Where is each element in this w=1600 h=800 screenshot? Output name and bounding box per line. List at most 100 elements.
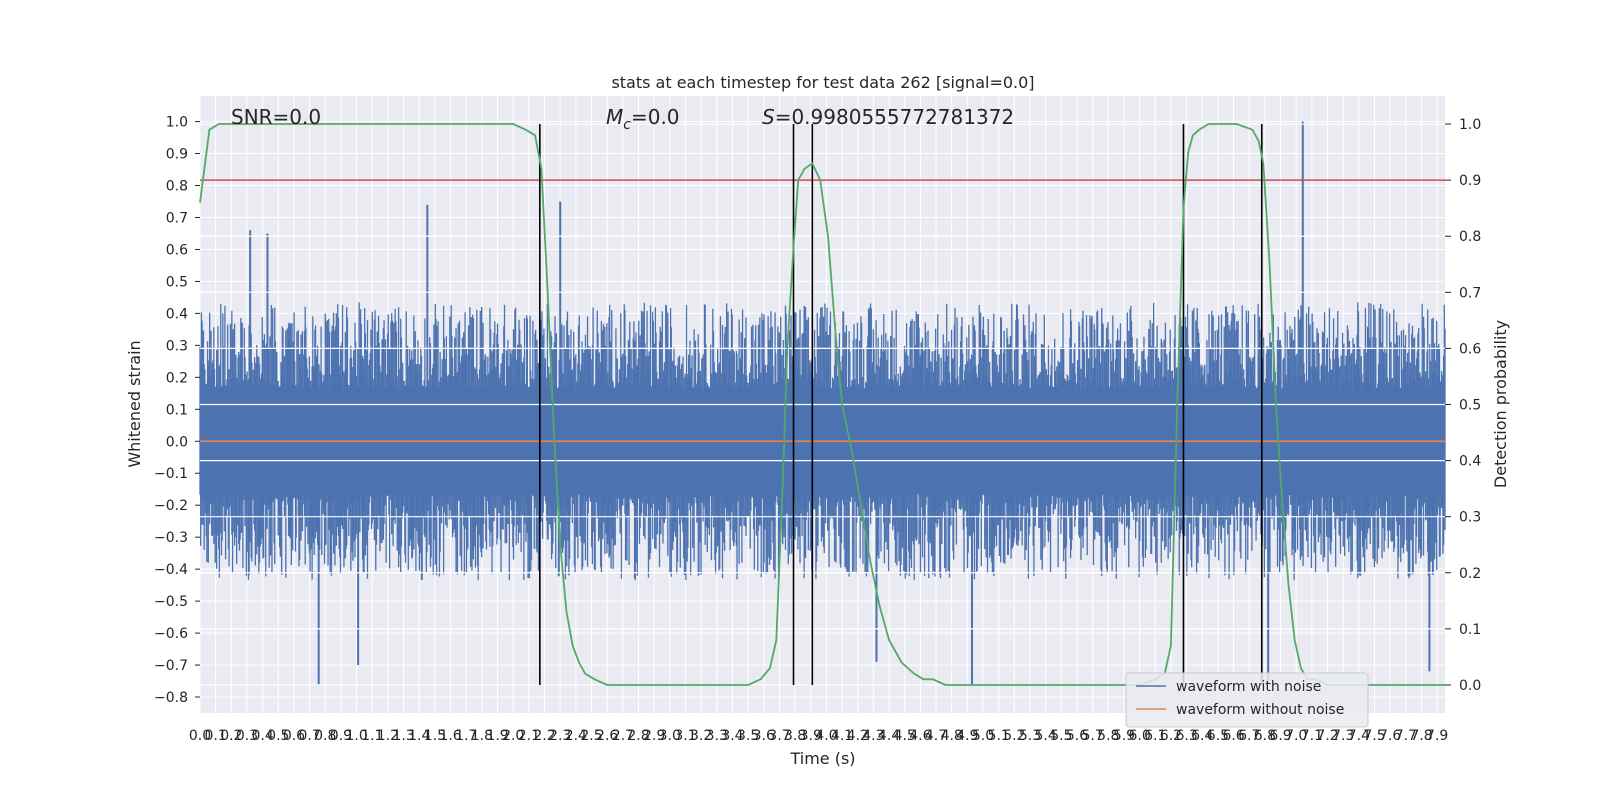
x-tick-label: 0.9 (330, 728, 352, 744)
left-tick-label: −0.8 (154, 690, 188, 706)
snr-annotation: SNR=0.0 (231, 105, 321, 129)
chirp-mass-annotation: Mc=0.0 (606, 105, 680, 133)
x-tick-label: 2.2 (533, 728, 555, 744)
x-tick-label: 7.1 (1301, 728, 1323, 744)
left-tick-label: 0.3 (166, 338, 188, 354)
right-axis-ticks: 0.0 0.1 0.2 0.3 0.4 0.5 0.6 0.7 0.8 0.9 1.0 (1445, 117, 1481, 694)
x-tick-label: 6.3 (1175, 728, 1197, 744)
x-tick-label: 5.9 (1113, 728, 1135, 744)
s-annotation: S=0.9980555772781372 (762, 105, 1014, 129)
x-tick-label: 3.1 (674, 728, 696, 744)
right-tick-label: 0.5 (1459, 398, 1481, 414)
probability-layer (199, 123, 1445, 686)
chirp-mass-value: =0.0 (631, 105, 680, 129)
left-tick-label: 0.9 (166, 147, 188, 163)
left-tick-label: 0.1 (166, 402, 188, 418)
x-tick-label: 1.5 (424, 728, 446, 744)
right-tick-label: 0.4 (1459, 454, 1481, 470)
left-axis-ticks: −0.8 −0.7 −0.6 −0.5 −0.4 −0.3 −0.2 −0.1 0.0 0.1 0.… (154, 115, 200, 706)
x-tick-label: 3.2 (690, 728, 712, 744)
x-tick-label: 5.3 (1019, 728, 1041, 744)
s-symbol: S (762, 105, 775, 129)
x-tick-label: 1.9 (486, 728, 508, 744)
left-tick-label: −0.4 (154, 562, 188, 578)
x-tick-label: 0.8 (314, 728, 336, 744)
x-tick-label: 4.3 (862, 728, 884, 744)
x-tick-label: 7.5 (1363, 728, 1385, 744)
x-tick-label: 0.0 (189, 728, 211, 744)
x-tick-label: 1.7 (455, 728, 477, 744)
x-tick-label: 4.9 (956, 728, 978, 744)
x-tick-label: 7.2 (1316, 728, 1338, 744)
x-tick-label: 4.2 (847, 728, 869, 744)
x-tick-label: 0.4 (252, 728, 274, 744)
series-detection-probability (199, 123, 1445, 686)
x-tick-label: 1.4 (408, 728, 430, 744)
x-tick-label: 4.4 (878, 728, 900, 744)
x-tick-label: 6.4 (1191, 728, 1213, 744)
right-tick-label: 0.1 (1459, 622, 1481, 638)
left-tick-label: −0.1 (154, 466, 188, 482)
left-axis-label: Whitened strain (125, 340, 144, 467)
x-tick-label: 2.8 (627, 728, 649, 744)
x-tick-label: 2.5 (580, 728, 602, 744)
legend-label-noise: waveform with noise (1176, 679, 1321, 695)
x-tick-label: 6.7 (1238, 728, 1260, 744)
x-tick-label: 7.3 (1332, 728, 1354, 744)
left-tick-label: 0.7 (166, 210, 188, 226)
right-tick-label: 0.8 (1459, 229, 1481, 245)
x-tick-label: 7.0 (1285, 728, 1307, 744)
x-tick-label: 3.0 (659, 728, 681, 744)
left-tick-label: 0.5 (166, 274, 188, 290)
legend-box (1125, 672, 1369, 728)
left-tick-label: −0.7 (154, 658, 188, 674)
x-tick-label: 5.2 (1003, 728, 1025, 744)
right-tick-label: 0.3 (1459, 510, 1481, 526)
x-tick-label: 3.7 (768, 728, 790, 744)
x-tick-label: 6.9 (1269, 728, 1291, 744)
x-tick-label: 7.9 (1426, 728, 1448, 744)
x-tick-label: 3.6 (753, 728, 775, 744)
vertical-markers (539, 124, 1263, 685)
left-tick-label: −0.6 (154, 626, 188, 642)
x-tick-label: 2.9 (643, 728, 665, 744)
left-tick-label: 0.6 (166, 242, 188, 258)
right-tick-label: 0.6 (1459, 341, 1481, 357)
s-value: =0.9980555772781372 (775, 105, 1014, 129)
x-axis-ticks: 0.00.10.20.30.40.50.60.70.80.91.01.11.21… (189, 728, 1448, 744)
chirp-mass-subscript: c (623, 117, 631, 133)
x-tick-label: 6.1 (1144, 728, 1166, 744)
x-tick-label: 4.8 (941, 728, 963, 744)
left-tick-label: 0.8 (166, 179, 188, 195)
x-tick-label: 5.1 (988, 728, 1010, 744)
x-tick-label: 0.3 (236, 728, 258, 744)
x-tick-label: 6.8 (1254, 728, 1276, 744)
x-tick-label: 0.7 (298, 728, 320, 744)
x-axis-label: Time (s) (789, 749, 855, 768)
x-tick-label: 1.8 (471, 728, 493, 744)
x-tick-label: 1.6 (439, 728, 461, 744)
left-tick-label: 0.2 (166, 370, 188, 386)
left-tick-label: 0.0 (166, 434, 188, 450)
right-tick-label: 0.7 (1459, 285, 1481, 301)
x-tick-label: 1.3 (392, 728, 414, 744)
left-tick-label: −0.3 (154, 530, 188, 546)
x-tick-label: 0.6 (283, 728, 305, 744)
x-tick-label: 1.0 (345, 728, 367, 744)
x-tick-label: 7.7 (1395, 728, 1417, 744)
x-tick-label: 3.9 (800, 728, 822, 744)
lines-layer (200, 179, 1445, 443)
x-tick-label: 4.1 (831, 728, 853, 744)
x-tick-label: 4.5 (894, 728, 916, 744)
x-tick-label: 0.2 (220, 728, 242, 744)
x-tick-label: 5.6 (1066, 728, 1088, 744)
x-tick-label: 5.5 (1050, 728, 1072, 744)
x-tick-label: 3.3 (706, 728, 728, 744)
x-tick-label: 2.1 (518, 728, 540, 744)
left-tick-label: −0.5 (154, 594, 188, 610)
x-tick-label: 6.0 (1128, 728, 1150, 744)
x-tick-label: 2.6 (596, 728, 618, 744)
x-tick-label: 1.1 (361, 728, 383, 744)
x-tick-label: 5.8 (1097, 728, 1119, 744)
